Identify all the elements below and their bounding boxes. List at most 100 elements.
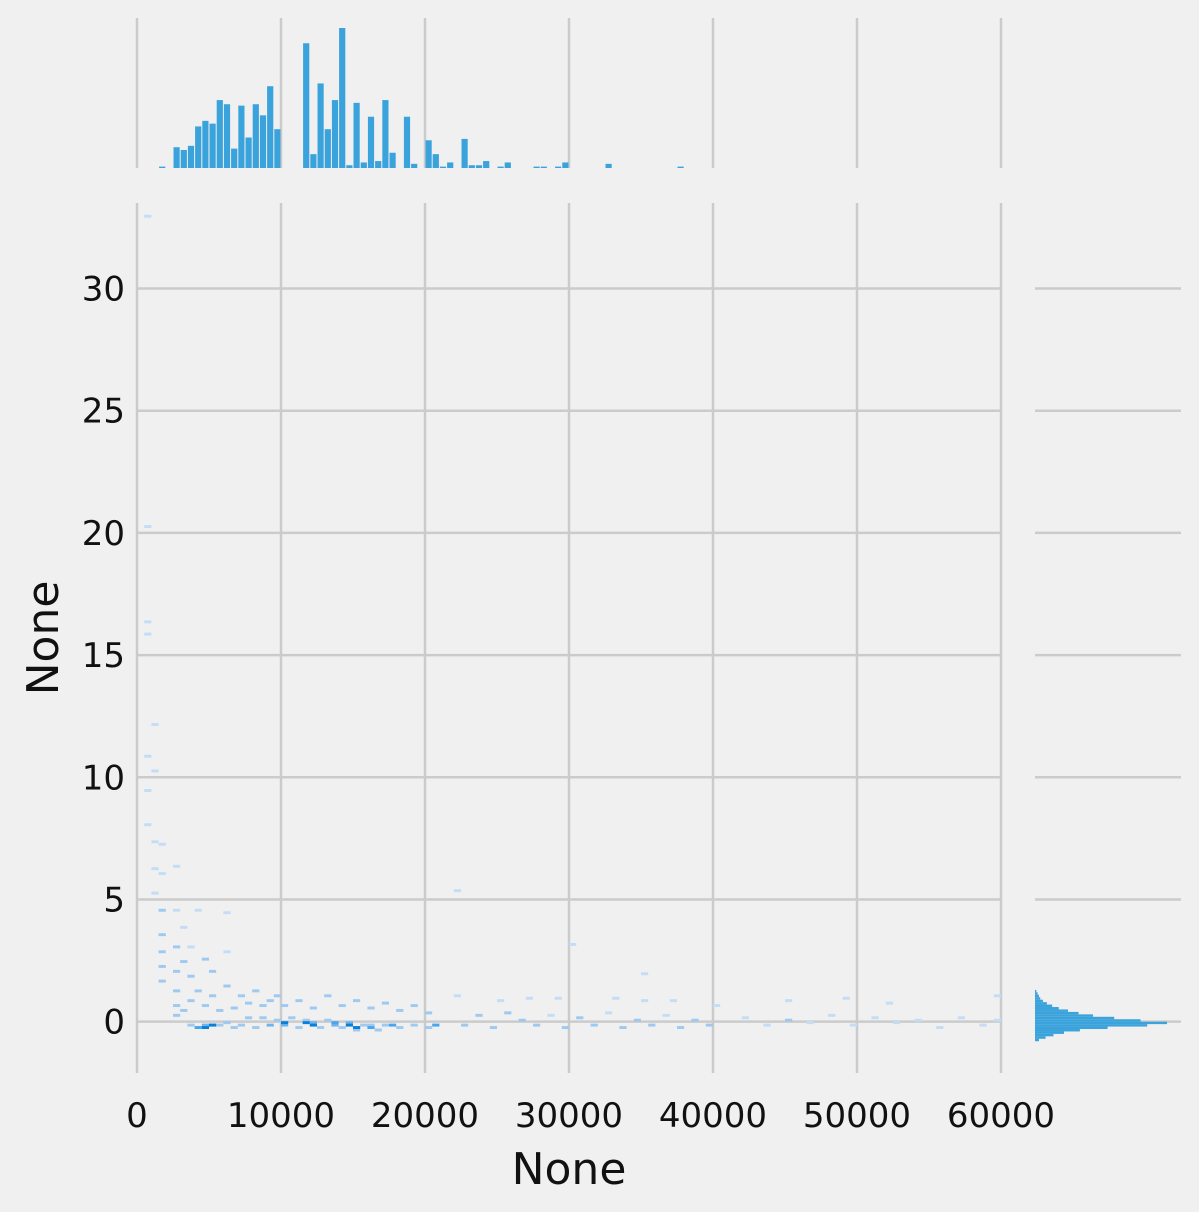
joint-cell bbox=[158, 908, 166, 912]
joint-cell bbox=[288, 1016, 296, 1020]
joint-cell bbox=[331, 1023, 339, 1027]
joint-cell bbox=[453, 994, 461, 998]
joint-cell bbox=[741, 1016, 749, 1020]
joint-cell bbox=[173, 1013, 181, 1017]
joint-cell bbox=[331, 1021, 339, 1025]
joint-cell bbox=[187, 1023, 195, 1027]
joint-cell bbox=[309, 1006, 317, 1010]
marginal-y-bar bbox=[1035, 992, 1038, 995]
joint-cell bbox=[173, 908, 181, 912]
joint-cell bbox=[151, 891, 159, 895]
joint-cell bbox=[461, 1023, 469, 1027]
joint-cell bbox=[677, 1026, 685, 1030]
joint-cell bbox=[158, 872, 166, 876]
joint-cell bbox=[158, 842, 166, 846]
joint-cell bbox=[396, 1026, 404, 1030]
joint-cell bbox=[223, 911, 231, 915]
marginal-x-bar bbox=[245, 137, 252, 168]
marginal-y-bar bbox=[1035, 1002, 1047, 1005]
marginal-x-bar bbox=[195, 126, 202, 168]
joint-cell bbox=[885, 1001, 893, 1005]
joint-cell bbox=[194, 908, 202, 912]
joint-cell bbox=[497, 999, 505, 1003]
joint-cell bbox=[245, 1016, 253, 1020]
marginal-x-bar bbox=[238, 105, 245, 168]
marginal-x-bar bbox=[360, 162, 367, 168]
marginal-y-bar bbox=[1035, 1024, 1148, 1027]
marginal-y-histogram bbox=[1035, 989, 1167, 1042]
joint-cell bbox=[381, 1001, 389, 1005]
joint-cell bbox=[785, 1018, 793, 1022]
joint-cell bbox=[151, 723, 159, 726]
y-tick-label: 5 bbox=[103, 880, 125, 920]
joint-cell bbox=[158, 979, 166, 983]
joint-cell bbox=[151, 769, 159, 773]
joint-cell bbox=[281, 1004, 289, 1008]
marginal-y-bar bbox=[1035, 994, 1039, 998]
joint-cell bbox=[389, 1023, 397, 1027]
marginal-x-bar bbox=[180, 149, 187, 168]
joint-cell bbox=[504, 1011, 512, 1015]
y-tick-label: 25 bbox=[82, 392, 125, 432]
marginal-y-bar bbox=[1035, 1031, 1065, 1034]
marginal-y-bar bbox=[1035, 997, 1041, 1000]
marginal-x-bar bbox=[562, 162, 569, 168]
joint-cell bbox=[201, 1026, 209, 1030]
joint-cell bbox=[367, 1023, 375, 1027]
joint-cell bbox=[806, 1021, 814, 1025]
marginal-y-bar bbox=[1035, 1029, 1080, 1032]
joint-cell bbox=[252, 1026, 260, 1030]
joint-cell bbox=[547, 1013, 555, 1017]
joint-cell bbox=[432, 1023, 440, 1027]
marginal-x-bar bbox=[382, 100, 389, 168]
joint-cell bbox=[425, 1011, 433, 1015]
joint-cell bbox=[144, 525, 152, 529]
marginal-x-bar bbox=[317, 83, 324, 168]
joint-cell bbox=[648, 1023, 656, 1027]
marginal-x-bar bbox=[540, 166, 547, 168]
marginal-x-bar bbox=[439, 166, 447, 168]
joint-cell bbox=[367, 1026, 375, 1030]
joint-cell bbox=[763, 1023, 771, 1027]
joint-cell bbox=[180, 925, 188, 929]
marginal-x-bar bbox=[173, 147, 180, 168]
marginal-x-bar bbox=[187, 145, 195, 168]
joint-cell bbox=[554, 996, 562, 1000]
joint-cell bbox=[295, 1026, 303, 1030]
joint-cell bbox=[273, 1018, 281, 1022]
joint-cell bbox=[641, 972, 649, 976]
joint-cell bbox=[252, 989, 260, 993]
joint-cell bbox=[360, 1023, 368, 1027]
joint-cell bbox=[209, 969, 217, 973]
joint-cell bbox=[187, 945, 195, 949]
joint-cell bbox=[324, 1018, 332, 1022]
marginal-x-bar bbox=[339, 28, 346, 168]
joint-cell bbox=[662, 1013, 670, 1017]
marginal-x-bar bbox=[303, 43, 310, 168]
joint-cell bbox=[979, 1023, 987, 1027]
marginal-y-bar bbox=[1035, 999, 1043, 1003]
marginal-y-bar bbox=[1035, 1004, 1053, 1008]
marginal-x-bar bbox=[216, 100, 223, 168]
joint-cell bbox=[993, 1018, 1001, 1022]
tick-labels: 0 10000 20000 30000 40000 50000 60000 0 5 10 15 20 2… bbox=[82, 270, 1055, 1136]
joint-cell bbox=[353, 1028, 361, 1032]
joint-cell bbox=[245, 1001, 253, 1005]
joint-cell bbox=[309, 1021, 317, 1025]
joint-cell bbox=[993, 994, 1001, 998]
joint-cell bbox=[705, 1023, 713, 1027]
joint-cell bbox=[489, 1026, 497, 1030]
marginal-y-bar bbox=[1035, 1038, 1039, 1042]
joint-cell bbox=[144, 823, 152, 827]
joint-cell bbox=[194, 989, 202, 993]
marginal-x-bar bbox=[375, 161, 382, 168]
marginal-x-bar bbox=[432, 154, 439, 168]
marginal-x-bar bbox=[267, 86, 274, 168]
joint-cell bbox=[353, 999, 361, 1003]
joint-cell bbox=[849, 1023, 857, 1027]
joint-cell bbox=[173, 945, 181, 949]
joint-cell bbox=[691, 1018, 699, 1022]
joint-cell bbox=[893, 1021, 901, 1025]
x-tick-label: 10000 bbox=[227, 1096, 335, 1136]
